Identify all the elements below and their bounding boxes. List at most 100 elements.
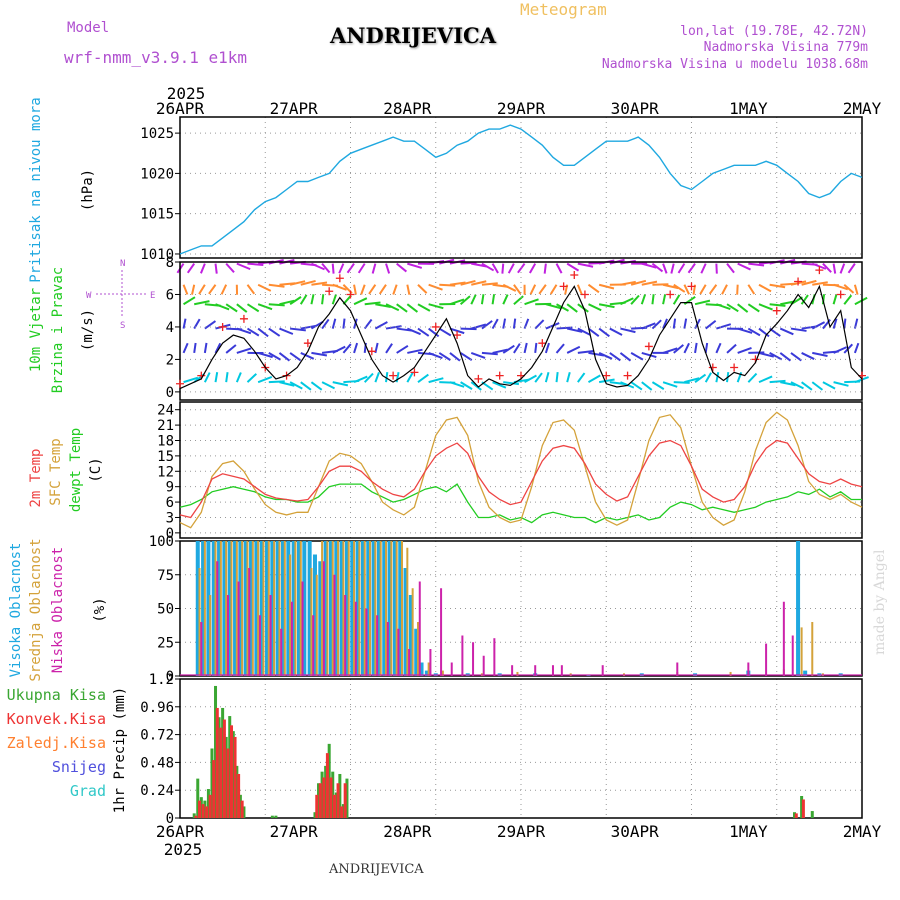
wind-barb [371,263,377,274]
wind-barb [705,319,717,330]
wind-barb [353,284,357,295]
cloud-low-bar [237,581,240,676]
date-label-bottom: 1MAY [729,822,768,841]
cloud-low-bar [461,635,464,676]
wind-barb [300,279,316,286]
cloud-mid-bar [390,541,393,676]
wind-barb [353,342,359,354]
ytick-label: 0.48 [140,755,174,771]
ytick-label: 21 [157,418,174,434]
wind-barb [566,372,571,383]
precip-conv-bar [194,815,198,818]
wind-barb [538,284,547,295]
wind-speed-line [179,284,863,390]
cloud-mid-bar [406,547,409,676]
cloud-mid-bar [516,671,519,676]
wind-barb [406,327,421,336]
lonlat-text: lon,lat (19.78E, 42.72N) [680,24,868,39]
cloud-low-bar [290,601,293,676]
wind-barb [534,342,538,354]
wind-barb [501,263,505,274]
gust-marker [335,274,344,283]
precip-total-bar [238,794,242,818]
wind-barb [186,263,196,274]
cloud-high-bar [201,541,206,676]
wind-barb [843,294,853,305]
wind-barb [853,284,859,295]
wind-barb [342,318,346,329]
wind-barb [769,303,786,307]
wind-barb [198,284,206,295]
wind-barb [708,284,718,295]
wind-barb [492,348,508,354]
wind-barb [407,262,423,269]
cloud-low-bar [429,649,432,676]
wind-barb [503,381,520,386]
wind-barb [801,381,813,391]
precip-conv-bar [322,777,326,818]
wind-barb [726,263,735,274]
cloud-mid-bar [401,541,404,676]
wind-barb [235,372,242,383]
wind-barb [417,303,431,312]
wind-barb [439,283,456,287]
wind-barb [460,381,473,390]
panel-frame [179,540,863,677]
precip-total-bar [221,707,225,818]
gust-marker [772,306,781,315]
wind-barb [598,283,615,290]
precip-conv-bar [198,800,202,818]
cloud-mid-bar [294,541,297,676]
date-label-top: 1MAY [729,99,768,118]
wind-barb [747,327,761,337]
wind-barb [683,342,690,354]
wind-barb [523,342,528,354]
precip-total-bars [192,685,814,818]
wind-barb [481,262,495,272]
cloud-low-bar [200,622,203,676]
wind-barb [620,327,636,334]
wind-barb [204,320,217,330]
precip-conv-bar [201,804,205,818]
wind-barb [385,343,393,354]
cloud-low-bars [200,561,794,676]
wind-barb [392,284,398,295]
precip-total-bar [327,743,331,818]
cloud-low-bar [248,568,251,676]
wind-barb [321,318,330,330]
ytick-label: 75 [157,568,174,584]
cloud-low-bar [765,643,768,676]
gust-marker [303,339,312,348]
wind-key-w: W [86,291,92,301]
wind-barb [652,283,669,286]
cloud-mid-bar [363,541,366,676]
cloud-mid-bar [203,541,206,676]
ytick-label: 0 [166,526,174,542]
wind-barb [257,303,273,311]
wind-barb [449,298,465,306]
wind-barb [566,345,581,354]
wind-barb [268,327,281,337]
gust-marker [815,266,824,275]
wind-barb [847,263,856,274]
wind-barb [524,374,537,384]
wind-barb [758,351,775,358]
precip-total-bar [231,731,235,818]
gust-marker [431,322,440,331]
cloud-mid-bar [241,541,244,676]
model-name: wrf-nmm_v3.9.1 e1km [64,48,248,67]
wind-barb [721,284,728,295]
wind-barb [641,262,657,269]
wind-barb [346,263,355,274]
wind-barb [289,296,302,306]
gust-marker [708,363,717,372]
wind-barb [747,372,758,383]
wind-barb [673,344,684,354]
cloud-high-bar [334,541,339,676]
cloud-mid-bar [395,541,398,676]
gust-marker [325,287,334,296]
wind-barb [670,263,675,274]
wind-barb [588,303,602,312]
precip-conv-bar [237,773,241,818]
wind-barb [502,344,515,354]
